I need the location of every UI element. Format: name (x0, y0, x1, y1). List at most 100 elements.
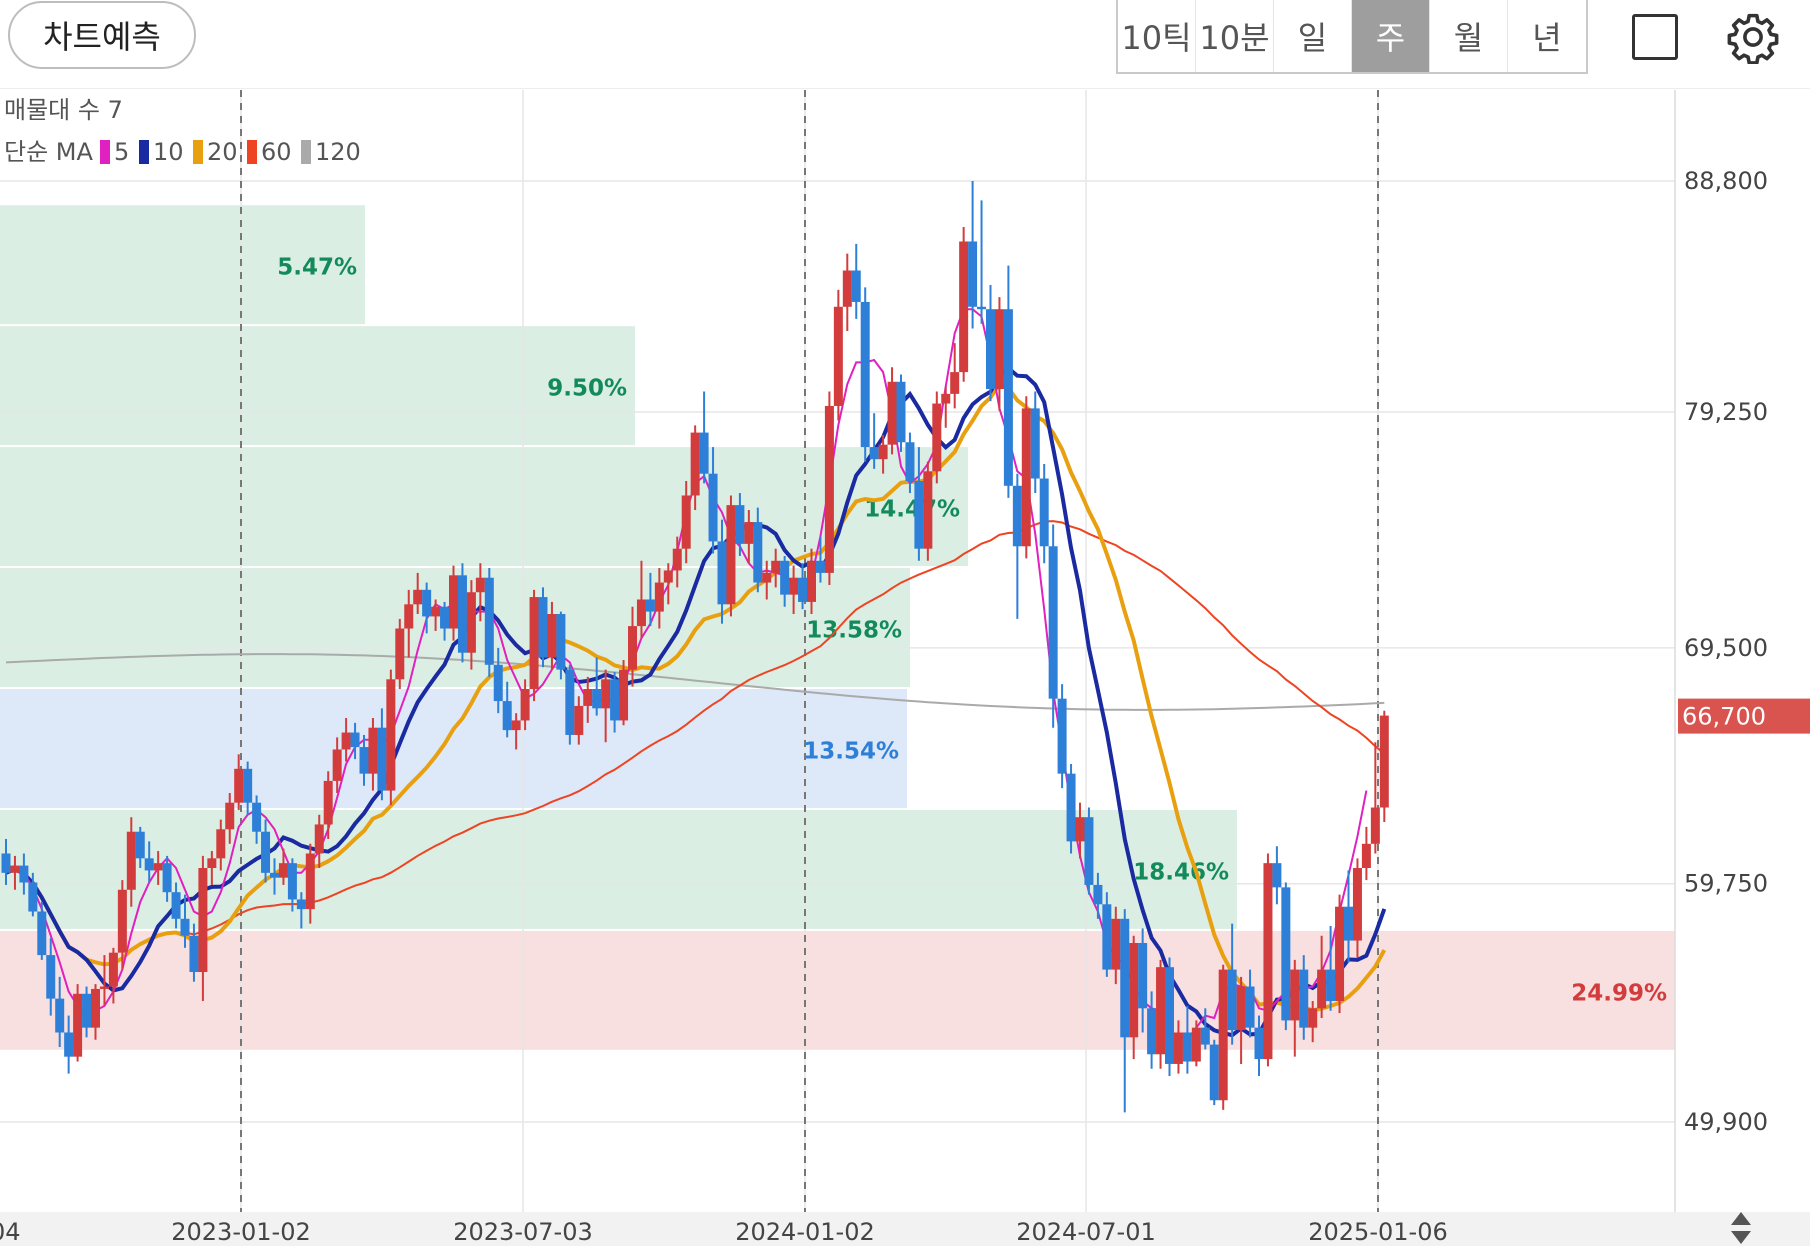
candle-body (1111, 918, 1121, 970)
candle-body (1021, 408, 1031, 547)
candle-body (207, 858, 217, 869)
ma-legend-label: 120 (315, 138, 361, 166)
volume-zone-percent: 18.46% (1133, 859, 1229, 885)
candle-body (994, 309, 1004, 390)
tab-year[interactable]: 년 (1532, 19, 1562, 57)
candle-body (422, 589, 432, 617)
candle-body (457, 575, 467, 653)
candle-body (1165, 967, 1174, 1064)
square-icon[interactable] (1632, 14, 1678, 60)
candle-body (1245, 986, 1255, 1028)
candle-body (690, 432, 700, 496)
candle-body (977, 306, 987, 310)
candle-body (565, 669, 575, 735)
candle-body (520, 688, 530, 721)
toolbar-divider (0, 88, 1810, 89)
candle-body (959, 241, 969, 373)
candle-body (243, 768, 253, 803)
tab-week[interactable]: 주 (1352, 0, 1430, 72)
candle-body (798, 577, 808, 602)
candle-body (1129, 942, 1139, 1038)
candle-body (869, 447, 879, 460)
candle-body (1254, 1027, 1264, 1060)
candle-body (887, 381, 897, 445)
candle-body (1209, 1044, 1219, 1101)
candle-body (1075, 817, 1085, 842)
candle-body (332, 749, 342, 781)
candle-body (511, 720, 521, 731)
candle-body (914, 480, 924, 549)
candle-body (1227, 969, 1237, 1031)
candle-body (270, 872, 279, 878)
y-axis-tick-label: 69,500 (1684, 634, 1768, 662)
tab-day[interactable]: 일 (1274, 0, 1352, 72)
candle-body (789, 577, 799, 595)
candle-body (82, 993, 92, 1028)
resize-arrows-icon[interactable] (1731, 1212, 1751, 1244)
candle-body (37, 911, 47, 956)
candle-body (968, 241, 978, 307)
candle-body (64, 1032, 74, 1057)
candle-body (815, 560, 825, 573)
candle-body (261, 831, 271, 873)
candle-body (377, 727, 387, 791)
candle-body (547, 614, 557, 658)
candle-body (493, 664, 503, 702)
tab-10-tick[interactable]: 10틱 (1118, 0, 1196, 72)
candle-body (941, 393, 951, 404)
candle-body (529, 597, 539, 689)
volume-zone-percent: 24.99% (1571, 980, 1667, 1006)
candle-body (46, 955, 56, 999)
candle-body (1093, 884, 1103, 905)
candle-body (314, 824, 324, 854)
candle-body (225, 802, 235, 830)
candle-body (1, 853, 11, 873)
candle-body (10, 865, 20, 873)
candle-body (592, 688, 602, 709)
period-tabs: 10틱 10분 일 주 월 년 (1116, 0, 1588, 74)
candle-body (932, 403, 942, 472)
candle-body (574, 705, 584, 735)
candle-body (1173, 1032, 1183, 1064)
volume-zone (0, 447, 968, 567)
volume-zone-percent: 13.58% (806, 618, 902, 644)
candle-body (189, 935, 199, 973)
chart-predict-button[interactable]: 차트예측 (8, 1, 196, 69)
candle-body (744, 522, 754, 544)
candle-body (431, 606, 441, 617)
gear-icon[interactable] (1726, 10, 1780, 64)
candle-body (807, 560, 816, 602)
volume-zone (0, 205, 365, 325)
candle-body (1218, 969, 1228, 1101)
grid-layer (0, 90, 1676, 1212)
volume-zone (0, 326, 635, 446)
candle-body (896, 381, 906, 443)
candle-body (287, 863, 297, 900)
candle-body (252, 802, 262, 832)
candle-body (860, 301, 870, 448)
volume-profile-label: 매물대 수 7 (4, 96, 123, 124)
ma-legend-label: 10 (153, 138, 184, 166)
candle-body (824, 405, 834, 573)
candle-body (296, 899, 306, 910)
candle-body (610, 679, 620, 721)
ma-legend-swatch (301, 140, 311, 164)
y-axis-tick-label: 79,250 (1684, 398, 1768, 426)
tab-month[interactable]: 월 (1430, 0, 1508, 72)
candle-body (1039, 478, 1049, 547)
candle-body (851, 270, 861, 302)
candle-body (108, 952, 118, 987)
candle-body (1147, 1008, 1157, 1055)
candle-body (923, 471, 933, 549)
scroll-handle[interactable] (1731, 1212, 1751, 1244)
current-price-label: 66,700 (1682, 703, 1766, 731)
candle-body (449, 575, 458, 629)
candle-body (1012, 485, 1022, 547)
tab-10-minute[interactable]: 10분 (1196, 0, 1274, 72)
candle-body (1361, 843, 1371, 869)
candle-body (1102, 904, 1112, 970)
candle-body (475, 577, 485, 593)
candle-body (842, 270, 852, 307)
candle-body (753, 522, 763, 583)
